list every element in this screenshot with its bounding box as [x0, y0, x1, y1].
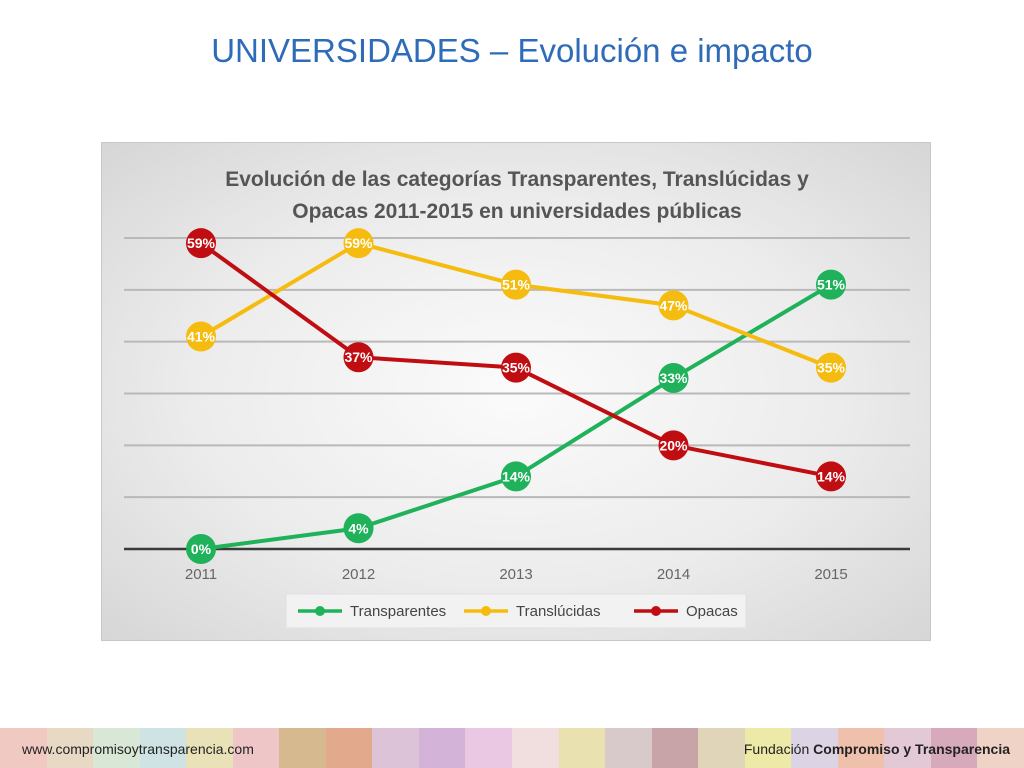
data-point [658, 430, 689, 461]
legend-label: Opacas [686, 603, 738, 620]
data-point [501, 352, 531, 383]
series-line-transparentes [200, 282, 833, 551]
data-point [501, 269, 531, 300]
data-label: 14% [817, 468, 846, 484]
data-point [658, 362, 689, 393]
data-label: 4% [348, 520, 369, 536]
x-tick-label: 2012 [342, 566, 375, 583]
data-point [343, 513, 374, 544]
data-label: 33% [659, 370, 688, 386]
data-point [501, 461, 531, 492]
data-point [186, 228, 216, 259]
slide-title: UNIVERSIDADES – Evolución e impacto [211, 32, 813, 69]
data-point [658, 290, 689, 321]
data-label: 51% [817, 277, 846, 293]
data-point [186, 534, 216, 564]
legend-label: Transparentes [350, 603, 446, 620]
x-axis: 2011 2012 2013 2014 2015 [124, 547, 910, 583]
data-point [343, 342, 374, 373]
legend-swatch-marker [481, 606, 491, 616]
x-tick-label: 2014 [657, 566, 690, 583]
series-markers: 0% 4% 14% 33% 51% 41% 59% 51% 47% 35% 59% 37% 35% 20%… [186, 228, 846, 564]
x-tick-label: 2013 [499, 566, 532, 583]
footer-organization: Fundación Compromiso y Transparencia [744, 741, 1010, 757]
data-label: 35% [817, 360, 846, 376]
chart-title-line-2: Opacas 2011-2015 en universidades públic… [292, 200, 741, 223]
data-point [186, 321, 216, 352]
footer-org-prefix: Fundación [743, 741, 810, 757]
data-label: 20% [659, 437, 688, 453]
legend-swatch-marker [651, 606, 661, 616]
chart-title-line-1: Evolución de las categorías Transparente… [225, 168, 809, 191]
data-label: 37% [344, 349, 373, 365]
footer-color-tiles [0, 728, 1024, 768]
footer-org-name: Compromiso y Transparencia [813, 741, 1010, 757]
legend: Transparentes Translúcidas Opacas [285, 593, 747, 629]
data-label: 35% [502, 360, 531, 376]
data-label: 51% [502, 277, 531, 293]
data-point [816, 461, 846, 492]
data-point [343, 228, 374, 259]
series-line-translúcidas [199, 241, 832, 370]
data-label: 41% [187, 328, 216, 344]
data-label: 59% [187, 235, 216, 251]
footer-website[interactable]: www.compromisoytransparencia.com [22, 741, 254, 757]
chart-svg: Evolución de las categorías Transparente… [124, 168, 910, 629]
data-point [816, 269, 846, 300]
data-label: 59% [344, 235, 373, 251]
legend-swatch-marker [315, 606, 325, 616]
x-tick-label: 2011 [185, 566, 217, 583]
data-label: 47% [659, 297, 688, 313]
data-point [816, 352, 846, 383]
footer: www.compromisoytransparencia.com Fundaci… [0, 728, 1024, 768]
data-label: 14% [502, 468, 531, 484]
x-tick-label: 2015 [814, 566, 847, 583]
chart: Evolución de las categorías Transparente… [101, 142, 931, 641]
data-label: 0% [191, 541, 212, 557]
legend-label: Translúcidas [516, 603, 600, 620]
